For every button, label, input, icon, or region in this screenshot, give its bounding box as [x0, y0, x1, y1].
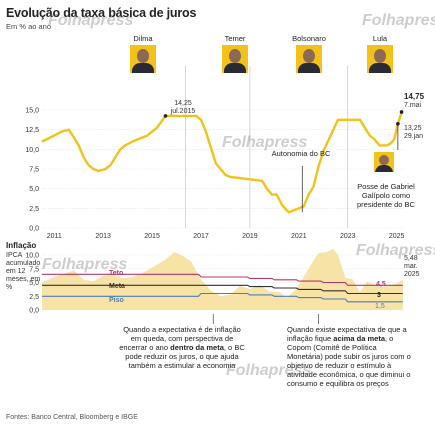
- watermark: Folhapress: [356, 242, 435, 259]
- y-tick-label: 2,5: [29, 294, 39, 301]
- x-tick-label: 2015: [144, 233, 160, 240]
- portrait-bolsonaro: [296, 45, 322, 73]
- peak-2015-marker: [163, 114, 168, 118]
- x-tick-label: 2017: [193, 233, 209, 240]
- watermark: Folhapress: [226, 362, 312, 379]
- president-name-temer: Temer: [224, 34, 246, 43]
- watermark: Folhapress: [42, 256, 128, 273]
- president-name-lula: Lula: [372, 34, 388, 43]
- jan-rate-marker: [396, 121, 400, 126]
- x-tick-label: 2021: [291, 233, 307, 240]
- portrait-lula: [367, 45, 393, 73]
- y-tick-label: 7,5: [29, 167, 39, 174]
- ipca-latest-label: 5,48 mar. 2025: [404, 255, 420, 278]
- teto-label: Teto: [109, 270, 124, 277]
- inflation-subtitle: IPCA acumulado em 12 meses, em %: [6, 252, 41, 291]
- y-tick-label: 0,0: [29, 226, 39, 233]
- portrait-dilma: [130, 45, 156, 73]
- sources: Fontes: Banco Central, Bloomberg e IBGE: [6, 414, 138, 421]
- y-tick-label: 7,5: [29, 266, 39, 273]
- note-rate-hike: Quando existe expectativa de que a infla…: [287, 325, 411, 388]
- chart-subtitle: Em % ao ano: [6, 22, 52, 31]
- president-name-bolsonaro: Bolsonaro: [292, 34, 326, 43]
- y-tick-label: 15,0: [25, 108, 39, 115]
- watermark: Folhapress: [48, 12, 134, 29]
- y-tick-label: 12,5: [25, 127, 39, 134]
- portrait-temer: [222, 45, 248, 73]
- x-tick-label: 2025: [389, 233, 405, 240]
- current-rate-label: 14,75 7.mai: [404, 92, 425, 109]
- watermark: Folhapress: [222, 134, 308, 151]
- y-tick-label: 2,5: [29, 206, 39, 213]
- jan-rate-label: 13,25 29.jan: [404, 125, 424, 140]
- y-tick-label: 10,0: [25, 253, 39, 260]
- note-rate-cut: Quando a expectativa é de inflação em qu…: [119, 325, 245, 370]
- selic-line: [41, 111, 403, 214]
- x-tick-label: 2011: [47, 233, 62, 240]
- piso-label: Piso: [109, 297, 124, 304]
- selic-chart: 0,0 2,5 5,0 7,5 10,0 12,5 15,0 2011 2013 2015 2017…: [25, 66, 405, 240]
- meta-line: [42, 284, 403, 295]
- president-name-dilma: Dilma: [133, 34, 153, 43]
- watermark: Folhapress: [362, 12, 435, 29]
- ipca-area: [42, 249, 403, 310]
- y-tick-label: 10,0: [25, 147, 39, 154]
- teto-end-label: 4,5: [376, 281, 386, 288]
- peak-2015-label: 14,25 jul.2015: [170, 100, 196, 115]
- x-tick-label: 2019: [242, 233, 258, 240]
- portrait-galipolo: [374, 152, 394, 172]
- piso-end-label: 1,5: [375, 303, 385, 310]
- x-tick-label: 2013: [95, 233, 111, 240]
- chart-title: Evolução da taxa básica de juros: [6, 6, 197, 20]
- piso-line: [42, 292, 403, 303]
- current-rate-marker: [399, 110, 404, 114]
- inflation-chart: 0,0 2,5 5,0 7,5 10,0: [25, 249, 404, 324]
- y-tick-label: 5,0: [29, 280, 39, 287]
- bc-autonomy-label: Autonomia do BC: [271, 149, 331, 158]
- y-tick-label: 5,0: [29, 186, 39, 193]
- y-tick-label: 0,0: [29, 308, 39, 315]
- teto-line: [42, 273, 403, 286]
- inflation-title: Inflação: [6, 241, 37, 250]
- meta-end-label: 3: [377, 292, 381, 299]
- galipolo-label: Posse de Gabriel Galípolo como president…: [357, 182, 415, 209]
- meta-label: Meta: [109, 283, 125, 290]
- x-tick-label: 2023: [340, 233, 356, 240]
